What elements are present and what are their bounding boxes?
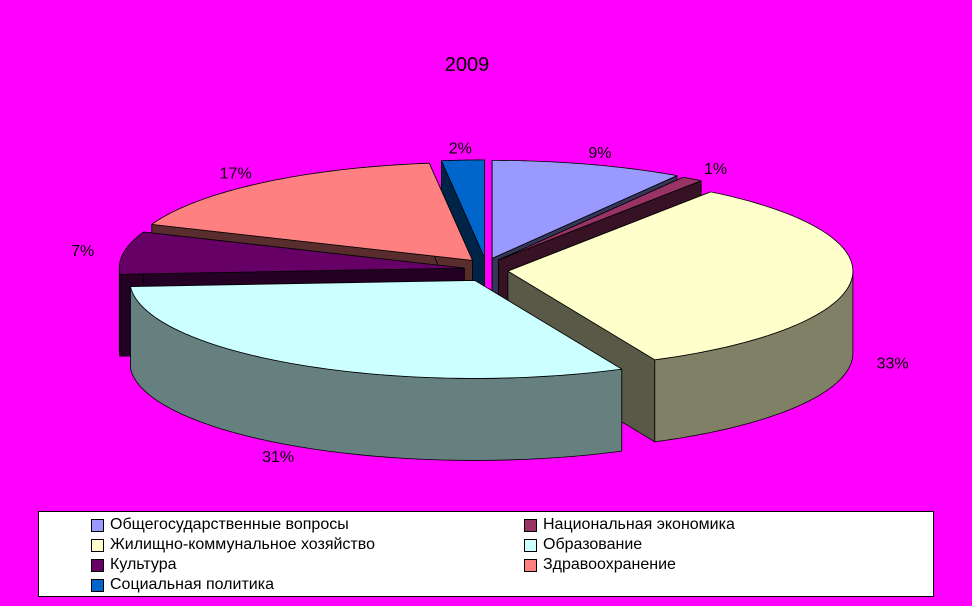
legend-swatch [91,558,104,572]
pie-slice [130,280,623,461]
pie-labels: 9% 1% 33% 31% 7% 17% 2% [71,140,909,466]
pie-slice-top [118,231,465,275]
pie-chart: 2009 9% 1% 33% 31% 7% 17% 2% [71,54,909,466]
pie-slice-rim [118,267,121,357]
pie-slice-top [130,280,623,379]
legend-item: Образование [524,535,642,555]
legend-label: Национальная экономика [543,516,735,533]
legend-swatch [524,538,537,552]
pie-slices [118,159,854,461]
pie-percent-label: 31% [262,449,294,466]
pie-percent-label: 2% [449,140,472,157]
chart-title: 2009 [445,54,490,76]
legend-item: Жилищно-коммунальное хозяйство [91,535,375,555]
legend-item: Социальная политика [91,575,274,595]
legend-item: Общегосударственные вопросы [91,515,349,535]
legend-label: Образование [543,536,643,553]
legend-swatch [524,558,537,572]
pie-percent-label: 9% [588,145,611,162]
legend-swatch [91,538,104,552]
pie-percent-label: 1% [704,161,727,178]
pie-slice-top [491,159,678,259]
legend: Общегосударственные вопросы Национальная… [38,511,934,597]
pie-percent-label: 33% [877,355,909,372]
legend-item: Национальная экономика [524,515,735,535]
pie-slice-top [507,191,854,361]
legend-label: Социальная политика [110,576,274,593]
legend-swatch [91,518,104,532]
legend-swatch [91,578,104,592]
legend-swatch [524,518,537,532]
pie-slice-top [151,162,473,261]
pie-slice-top [497,176,702,261]
legend-label: Здравоохранение [543,556,676,573]
pie-percent-label: 17% [220,166,252,183]
legend-label: Жилищно-коммунальное хозяйство [110,536,375,553]
pie-percent-label: 7% [71,243,94,260]
legend-item: Культура [91,555,177,575]
legend-item: Здравоохранение [524,555,676,575]
legend-label: Культура [110,556,177,573]
pie-slice-top [440,159,486,259]
legend-label: Общегосударственные вопросы [110,516,349,533]
